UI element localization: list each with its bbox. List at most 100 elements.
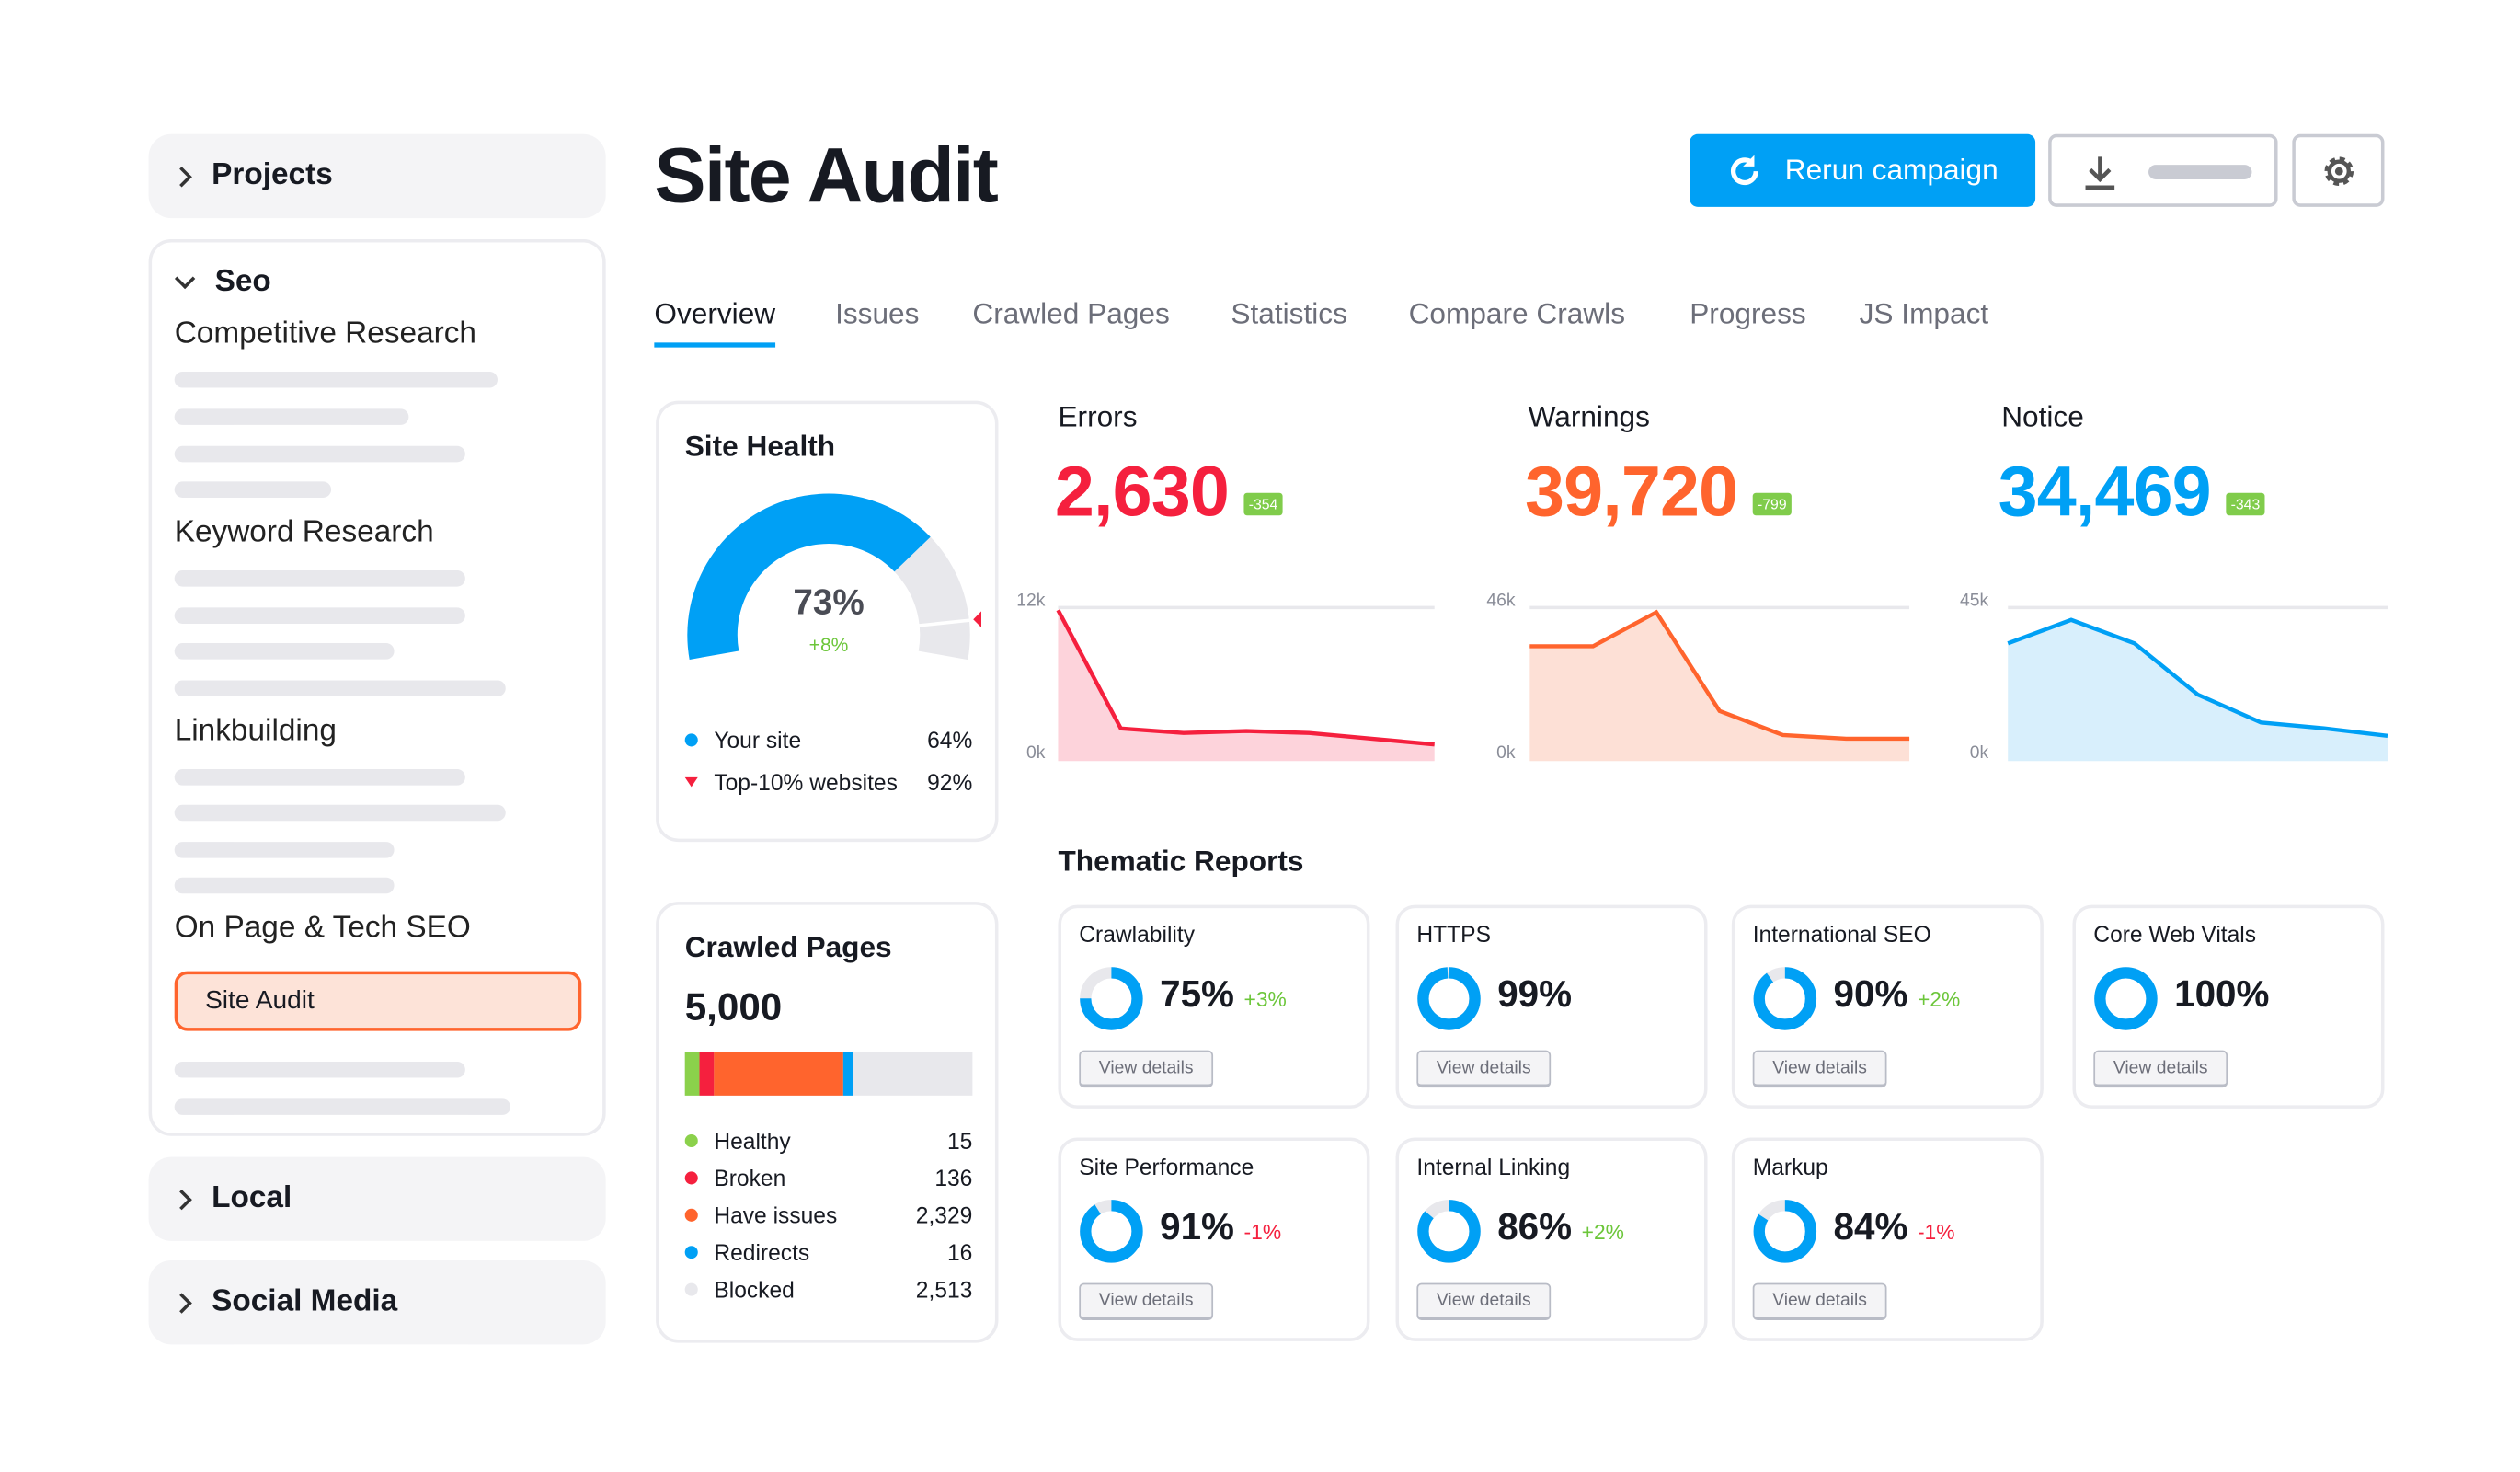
donut-fill [1080, 1200, 1143, 1263]
tab-overview[interactable]: Overview [654, 297, 776, 348]
legend-value: 16 [946, 1239, 973, 1266]
y-max-label: 45k [1959, 591, 1989, 611]
legend-value: 136 [934, 1165, 973, 1191]
legend-label: Your site [714, 727, 802, 753]
tab-js-impact[interactable]: JS Impact [1859, 297, 1989, 330]
thematic-card: Site Performance 91% -1% View details [1058, 1137, 1370, 1341]
report-score: 75% [1160, 972, 1234, 1016]
download-icon [2085, 156, 2115, 190]
download-button[interactable] [2048, 133, 2278, 207]
view-details-button[interactable]: View details [1079, 1282, 1214, 1320]
bar-have-issues [714, 1052, 843, 1096]
score-donut [1417, 1200, 1481, 1263]
legend-value: 2,329 [915, 1202, 973, 1228]
report-name: Site Performance [1079, 1154, 1254, 1180]
placeholder-bar [174, 570, 465, 587]
chevron-right-icon [171, 1189, 192, 1210]
report-score: 86% [1497, 1205, 1573, 1248]
metric-value: 34,469 [1998, 452, 2212, 532]
score-donut [1080, 967, 1143, 1030]
legend-value: 15 [946, 1127, 973, 1155]
group-linkbuilding[interactable]: Linkbuilding [174, 714, 337, 749]
sidebar-social-media[interactable]: Social Media [148, 1259, 606, 1345]
view-details-button[interactable]: View details [1752, 1050, 1887, 1088]
report-name: Core Web Vitals [2093, 921, 2257, 948]
y-min-label: 0k [1969, 742, 1989, 764]
site-health-value: 73% [793, 581, 865, 623]
thematic-reports-title: Thematic Reports [1058, 845, 1304, 878]
placeholder-bar [174, 481, 332, 498]
download-label-placeholder [2148, 165, 2252, 179]
report-delta: +2% [1917, 987, 1961, 1012]
chevron-right-icon [171, 1292, 192, 1313]
social-label: Social Media [212, 1284, 398, 1319]
tab-progress[interactable]: Progress [1690, 297, 1806, 330]
report-name: Crawlability [1079, 921, 1196, 948]
tab-statistics[interactable]: Statistics [1231, 297, 1347, 330]
report-score: 99% [1497, 972, 1573, 1016]
placeholder-bar [174, 804, 506, 822]
dot-icon [684, 733, 698, 747]
settings-button[interactable] [2292, 133, 2385, 207]
area-fill [2008, 619, 2388, 762]
gear-icon [2323, 155, 2354, 186]
dot-icon [684, 1282, 698, 1296]
view-details-button[interactable]: View details [1079, 1050, 1214, 1088]
legend-label: Redirects [714, 1239, 810, 1266]
site-health-delta: +8% [808, 633, 849, 657]
area-fill [1058, 610, 1435, 762]
rerun-label: Rerun campaign [1784, 153, 1999, 186]
local-label: Local [212, 1180, 292, 1215]
metric-label: Warnings [1528, 400, 1650, 433]
y-min-label: 0k [1025, 742, 1046, 764]
thematic-card: Markup 84% -1% View details [1731, 1137, 2044, 1341]
donut-fill [1080, 967, 1143, 1030]
view-details-button[interactable]: View details [1752, 1282, 1887, 1320]
sidebar-item-site-audit[interactable]: Site Audit [174, 971, 582, 1031]
placeholder-bar [174, 1061, 465, 1078]
report-name: International SEO [1752, 921, 1931, 948]
view-details-button[interactable]: View details [1416, 1050, 1552, 1088]
legend-your-site: Your site 64% [684, 727, 972, 753]
view-details-button[interactable]: View details [2093, 1050, 2228, 1088]
thematic-card: Core Web Vitals 100% View details [2072, 904, 2385, 1109]
metric-label: Errors [1058, 400, 1138, 433]
seo-toggle[interactable]: Seo [174, 265, 271, 301]
placeholder-bar [174, 769, 465, 786]
donut-fill [2094, 967, 2158, 1030]
group-keyword-research[interactable]: Keyword Research [174, 515, 434, 550]
view-details-button[interactable]: View details [1416, 1282, 1552, 1320]
tab-issues[interactable]: Issues [835, 297, 920, 330]
legend-label: Healthy [714, 1127, 791, 1155]
thematic-card: Crawlability 75% +3% View details [1058, 904, 1370, 1109]
metric-chart [1529, 605, 1910, 762]
group-on-page-tech-seo[interactable]: On Page & Tech SEO [174, 911, 471, 946]
top10-tick [918, 618, 970, 627]
donut-fill [1417, 1200, 1481, 1263]
rerun-campaign-button[interactable]: Rerun campaign [1690, 133, 2036, 207]
tab-crawled-pages[interactable]: Crawled Pages [972, 297, 1170, 330]
legend-label: Broken [714, 1165, 786, 1191]
area-fill [1529, 612, 1910, 762]
legend-label: Have issues [714, 1202, 838, 1228]
dot-icon [684, 1246, 698, 1259]
placeholder-bar [174, 877, 395, 894]
crawled-pages-bar [684, 1052, 973, 1096]
projects-label: Projects [212, 158, 333, 193]
group-competitive-research[interactable]: Competitive Research [174, 316, 477, 351]
sidebar-local[interactable]: Local [148, 1156, 606, 1241]
donut-fill [1753, 1200, 1817, 1263]
crawled-pages-card: Crawled Pages 5,000 Healthy 15 Broken 136 Ha… [656, 902, 999, 1343]
metric-delta-badge: -354 [1243, 492, 1283, 516]
site-health-card: Site Health 73% +8% Your site 64% Top-10%… [656, 400, 999, 843]
legend-label: Top-10% websites [714, 769, 898, 796]
legend-item: Redirects 16 [684, 1239, 973, 1266]
site-health-title: Site Health [684, 430, 836, 463]
placeholder-bar [174, 680, 506, 697]
metric-value: 39,720 [1525, 452, 1738, 532]
sidebar-projects[interactable]: Projects [148, 133, 606, 219]
legend-item: Have issues 2,329 [684, 1202, 973, 1228]
report-score: 90% [1833, 972, 1908, 1016]
tab-compare-crawls[interactable]: Compare Crawls [1408, 297, 1626, 330]
chevron-down-icon [174, 268, 196, 290]
